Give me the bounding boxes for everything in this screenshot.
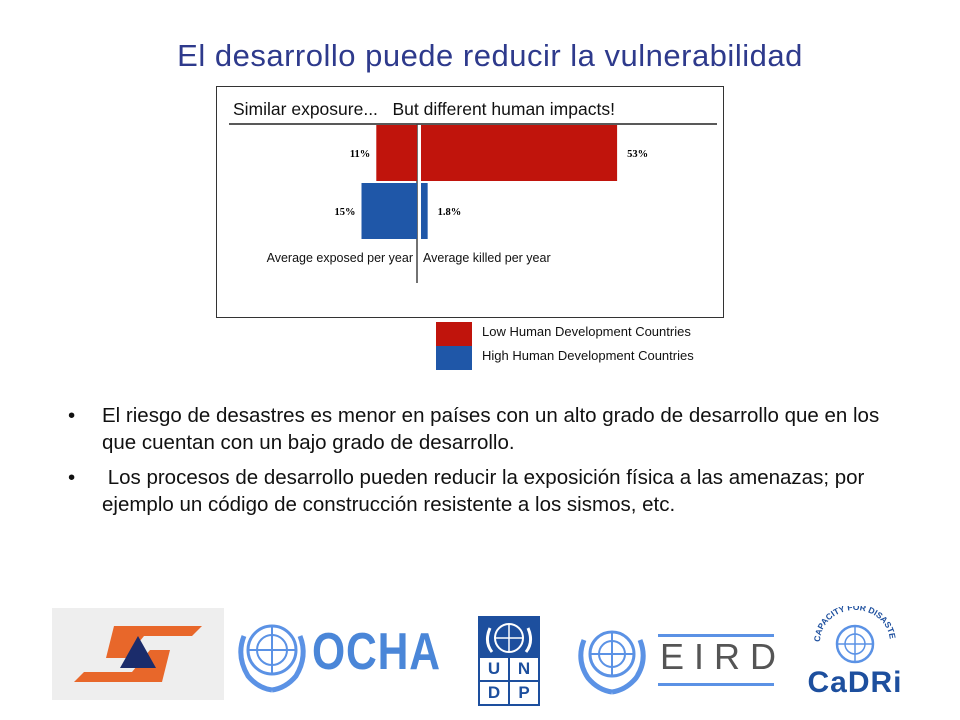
bar-killed-low [421, 125, 618, 181]
killed-axis-label: Average killed per year [423, 251, 551, 265]
bullet-text: El riesgo de desastres es menor en paíse… [102, 404, 880, 454]
slide-title: El desarrollo puede reducir la vulnerabi… [177, 38, 803, 73]
un-emblem-icon [578, 630, 646, 695]
bullet-item: • El riesgo de desastres es menor en país… [68, 402, 908, 456]
bullet-item: • Los procesos de desarrollo pueden redu… [68, 464, 908, 518]
legend-item-high: High Human Development Countries [436, 342, 736, 372]
chart-title: Similar exposure... But different human … [233, 99, 615, 119]
legend-label-low: Low Human Development Countries [482, 324, 691, 339]
partner-logos: OCHA U N D P EIRD [0, 600, 960, 710]
bullet-marker: • [68, 404, 76, 427]
undp-letter: D [480, 682, 508, 704]
ocha-wordmark: OCHA [312, 623, 441, 681]
bar-exposed-high [361, 183, 417, 239]
cadri-wordmark: CaDRi [807, 666, 903, 699]
exposed-axis-label: Average exposed per year [267, 251, 413, 265]
cadri-ring-icon: CAPACITY FOR DISASTER REDUCTION INITIATI… [794, 606, 898, 664]
undp-logo: U N D P [478, 616, 540, 706]
bullet-text: Los procesos de desarrollo pueden reduci… [102, 466, 871, 516]
bullet-marker: • [68, 466, 76, 489]
legend-label-high: High Human Development Countries [482, 348, 694, 363]
legend-swatch-high [436, 346, 472, 370]
legend-swatch-low [436, 322, 472, 346]
undp-letter: N [510, 658, 538, 680]
eird-wordmark: EIRD [660, 636, 787, 677]
chart-canvas: Similar exposure... But different human … [229, 99, 717, 283]
cadri-logo: CAPACITY FOR DISASTER REDUCTION INITIATI… [794, 606, 916, 702]
data-label-killed-low: 53% [627, 149, 648, 160]
data-label-exposed-low: 11% [350, 149, 370, 160]
eird-frame [658, 634, 774, 686]
cadri-ring-text: CAPACITY FOR DISASTER REDUCTION INITIATI… [794, 606, 898, 642]
civil-protection-logo [52, 608, 224, 700]
bullet-list: • El riesgo de desastres es menor en país… [68, 402, 908, 526]
data-label-exposed-high: 15% [335, 207, 356, 218]
undp-letter: P [510, 682, 538, 704]
undp-letter: U [480, 658, 508, 680]
un-emblem-icon [485, 623, 533, 653]
bar-killed-high [421, 183, 428, 239]
ocha-logo: OCHA [230, 608, 440, 700]
impact-chart: Similar exposure... But different human … [216, 86, 724, 318]
bar-exposed-low [376, 125, 417, 181]
un-emblem-icon [238, 624, 306, 693]
data-label-killed-high: 1.8% [438, 207, 462, 218]
eird-logo: EIRD [574, 616, 778, 700]
legend-item-low: Low Human Development Countries [436, 318, 736, 348]
